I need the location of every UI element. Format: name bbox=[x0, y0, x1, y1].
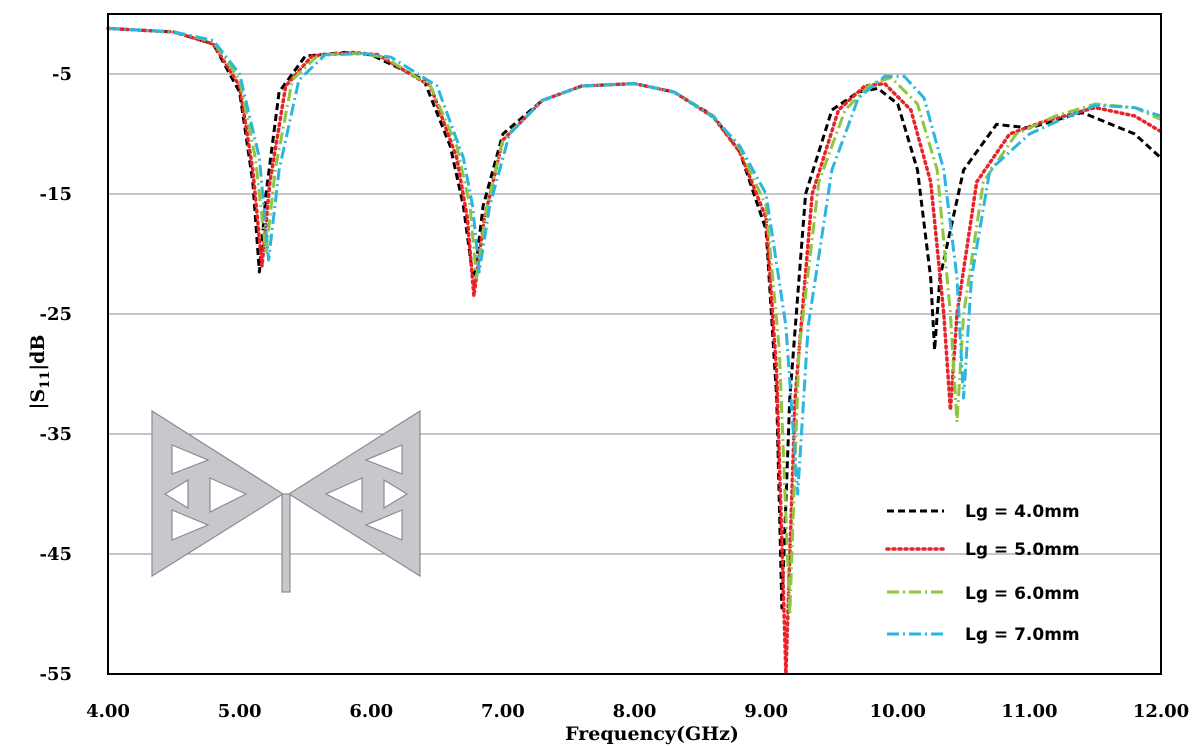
y-axis-title-main: |S bbox=[27, 389, 49, 410]
y-tick-label: -25 bbox=[39, 304, 72, 325]
antenna-inset-image bbox=[151, 409, 421, 593]
x-tick-label: 9.00 bbox=[744, 701, 788, 722]
y-tick-label: -55 bbox=[39, 664, 72, 685]
series-layer bbox=[106, 26, 1163, 676]
y-tick-label: -5 bbox=[52, 64, 72, 85]
y-tick-label: -45 bbox=[39, 544, 72, 565]
x-tick-label: 7.00 bbox=[481, 701, 525, 722]
x-tick-label: 8.00 bbox=[613, 701, 657, 722]
plot-frame bbox=[107, 13, 1162, 675]
y-axis-title-sub: 11 bbox=[38, 371, 53, 389]
y-tick-label: -35 bbox=[39, 424, 72, 445]
legend: Lg = 4.0mm Lg = 5.0mm Lg = 6.0mm Lg = 7.… bbox=[885, 502, 1080, 645]
y-tick-label: -15 bbox=[39, 184, 72, 205]
legend-label-lg5: Lg = 5.0mm bbox=[965, 540, 1080, 560]
y-axis-title-tail: |dB bbox=[27, 335, 49, 371]
series-line-5-0mm bbox=[106, 26, 1163, 676]
x-tick-label: 12.00 bbox=[1133, 701, 1189, 722]
y-tick-labels: -5 -15 -25 -35 -45 -55 bbox=[39, 64, 72, 685]
x-tick-label: 6.00 bbox=[349, 701, 393, 722]
x-axis-title: Frequency(GHz) bbox=[565, 723, 739, 745]
legend-label-lg6: Lg = 6.0mm bbox=[965, 584, 1080, 604]
y-axis-title: |S11|dB bbox=[27, 335, 53, 410]
legend-label-lg4: Lg = 4.0mm bbox=[965, 502, 1080, 522]
x-tick-labels: 4.00 5.00 6.00 7.00 8.00 9.00 10.00 11.00 12.00 bbox=[86, 701, 1189, 722]
series-line-6-0mm bbox=[107, 26, 1162, 616]
svg-text:|S11|dB: |S11|dB bbox=[27, 335, 53, 410]
x-tick-label: 11.00 bbox=[1001, 701, 1057, 722]
legend-label-lg7: Lg = 7.0mm bbox=[965, 625, 1080, 645]
x-tick-label: 10.00 bbox=[870, 701, 926, 722]
x-tick-label: 4.00 bbox=[86, 701, 130, 722]
series-line-7-0mm bbox=[107, 26, 1162, 496]
x-tick-label: 5.00 bbox=[218, 701, 262, 722]
